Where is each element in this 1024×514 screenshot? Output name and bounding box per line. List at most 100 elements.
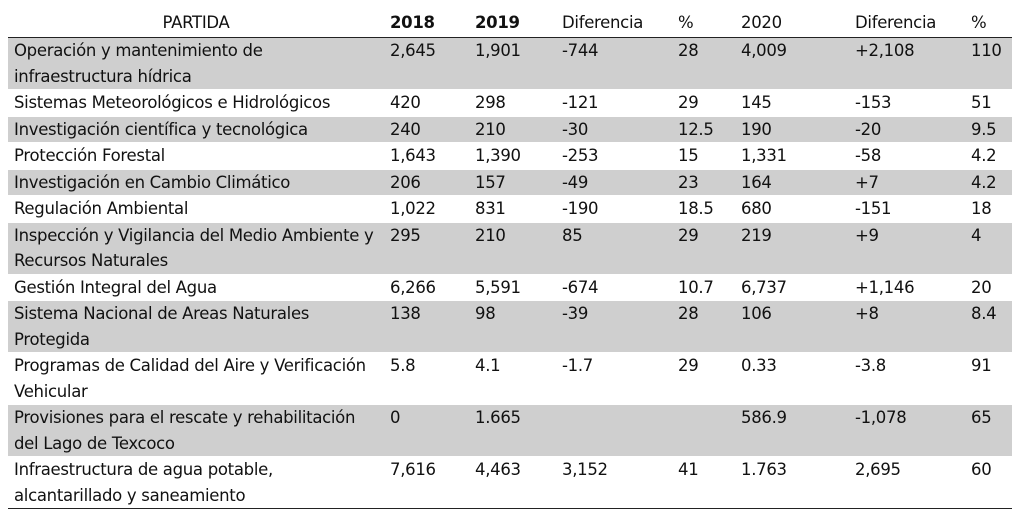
- cell-diferencia-1: -49: [556, 169, 672, 196]
- cell-diferencia-1: 85: [556, 222, 672, 275]
- cell-2018: 0: [384, 404, 469, 457]
- cell-2018: 1,022: [384, 195, 469, 223]
- cell-diferencia-2: +2,108: [849, 37, 965, 90]
- cell-diferencia-1: -1.7: [556, 352, 672, 405]
- cell-percent-2: 4: [965, 222, 1012, 275]
- cell-2019: 1,901: [469, 37, 556, 90]
- cell-percent-2: 60: [965, 456, 1012, 509]
- cell-diferencia-1: -253: [556, 142, 672, 170]
- budget-table-container: PARTIDA 2018 2019 Diferencia % 2020 Dife…: [8, 7, 1012, 509]
- cell-percent-1: 23: [672, 169, 735, 196]
- cell-diferencia-2: -3.8: [849, 352, 965, 405]
- table-row: Investigación científica y tecnológica 24…: [8, 116, 1012, 143]
- table-row: Gestión Integral del Agua 6,266 5,591 -674 1…: [8, 274, 1012, 301]
- cell-diferencia-1: -674: [556, 274, 672, 301]
- cell-2020: 1,331: [735, 142, 849, 170]
- cell-percent-1: 28: [672, 300, 735, 353]
- cell-2019: 1,390: [469, 142, 556, 170]
- cell-2019: 210: [469, 116, 556, 143]
- cell-partida: Sistemas Meteorológicos e Hidrológicos: [8, 89, 384, 117]
- cell-percent-1: 18.5: [672, 195, 735, 223]
- cell-2018: 1,643: [384, 142, 469, 170]
- cell-partida: Gestión Integral del Agua: [8, 274, 384, 301]
- cell-2018: 138: [384, 300, 469, 353]
- cell-2020: 680: [735, 195, 849, 223]
- cell-2018: 2,645: [384, 37, 469, 90]
- cell-diferencia-2: -20: [849, 116, 965, 143]
- cell-diferencia-1: -30: [556, 116, 672, 143]
- table-header: PARTIDA 2018 2019 Diferencia % 2020 Dife…: [8, 7, 1012, 38]
- cell-2019: 210: [469, 222, 556, 275]
- table-row: Protección Forestal 1,643 1,390 -253 15 1,331…: [8, 142, 1012, 170]
- header-diferencia-1: Diferencia: [556, 7, 672, 38]
- cell-2019: 5,591: [469, 274, 556, 301]
- table-row: Operación y mantenimiento de infraestruc…: [8, 37, 1012, 90]
- cell-partida: Programas de Calidad del Aire y Verifica…: [8, 352, 384, 405]
- cell-diferencia-2: +9: [849, 222, 965, 275]
- table-body: Operación y mantenimiento de infraestruc…: [8, 37, 1012, 509]
- cell-2020: 586.9: [735, 404, 849, 457]
- cell-2020: 190: [735, 116, 849, 143]
- cell-diferencia-2: -153: [849, 89, 965, 117]
- cell-percent-1: 12.5: [672, 116, 735, 143]
- cell-2020: 145: [735, 89, 849, 117]
- cell-percent-1: 28: [672, 37, 735, 90]
- table-row: Sistemas Meteorológicos e Hidrológicos 42…: [8, 89, 1012, 117]
- cell-2020: 4,009: [735, 37, 849, 90]
- cell-partida: Sistema Nacional de Areas Naturales Prot…: [8, 300, 384, 353]
- cell-percent-1: 41: [672, 456, 735, 509]
- cell-percent-1: 29: [672, 89, 735, 117]
- cell-diferencia-1: -121: [556, 89, 672, 117]
- cell-2018: 5.8: [384, 352, 469, 405]
- table-row: Programas de Calidad del Aire y Verifica…: [8, 352, 1012, 405]
- cell-diferencia-1: -190: [556, 195, 672, 223]
- cell-diferencia-2: 2,695: [849, 456, 965, 509]
- cell-2020: 106: [735, 300, 849, 353]
- table-row: Inspección y Vigilancia del Medio Ambien…: [8, 222, 1012, 275]
- cell-2020: 1.763: [735, 456, 849, 509]
- cell-percent-1: [672, 404, 735, 457]
- cell-diferencia-2: +1,146: [849, 274, 965, 301]
- cell-2018: 420: [384, 89, 469, 117]
- cell-partida: Regulación Ambiental: [8, 195, 384, 223]
- cell-partida: Investigación en Cambio Climático: [8, 169, 384, 196]
- cell-2018: 6,266: [384, 274, 469, 301]
- cell-2020: 0.33: [735, 352, 849, 405]
- cell-diferencia-1: -39: [556, 300, 672, 353]
- cell-2019: 4.1: [469, 352, 556, 405]
- budget-table: PARTIDA 2018 2019 Diferencia % 2020 Dife…: [8, 7, 1012, 509]
- cell-2019: 298: [469, 89, 556, 117]
- cell-partida: Provisiones para el rescate y rehabilita…: [8, 404, 384, 457]
- cell-percent-1: 29: [672, 352, 735, 405]
- cell-2019: 1.665: [469, 404, 556, 457]
- cell-diferencia-1: 3,152: [556, 456, 672, 509]
- cell-diferencia-2: -1,078: [849, 404, 965, 457]
- cell-2020: 219: [735, 222, 849, 275]
- cell-percent-2: 4.2: [965, 169, 1012, 196]
- cell-percent-2: 20: [965, 274, 1012, 301]
- cell-percent-2: 51: [965, 89, 1012, 117]
- cell-percent-2: 8.4: [965, 300, 1012, 353]
- table-row: Investigación en Cambio Climático 206 157-…: [8, 169, 1012, 196]
- cell-percent-2: 9.5: [965, 116, 1012, 143]
- header-2019: 2019: [469, 7, 556, 38]
- table-row: Infraestructura de agua potable, alcanta…: [8, 456, 1012, 509]
- cell-percent-1: 10.7: [672, 274, 735, 301]
- cell-percent-2: 4.2: [965, 142, 1012, 170]
- cell-percent-2: 110: [965, 37, 1012, 90]
- cell-2018: 295: [384, 222, 469, 275]
- cell-percent-1: 29: [672, 222, 735, 275]
- header-partida: PARTIDA: [8, 7, 384, 38]
- cell-diferencia-2: +7: [849, 169, 965, 196]
- table-row: Provisiones para el rescate y rehabilita…: [8, 404, 1012, 457]
- cell-partida: Inspección y Vigilancia del Medio Ambien…: [8, 222, 384, 275]
- cell-2020: 164: [735, 169, 849, 196]
- header-percent-1: %: [672, 7, 735, 38]
- cell-diferencia-1: -744: [556, 37, 672, 90]
- cell-diferencia-2: -151: [849, 195, 965, 223]
- cell-2019: 157: [469, 169, 556, 196]
- cell-partida: Infraestructura de agua potable, alcanta…: [8, 456, 384, 509]
- cell-2018: 206: [384, 169, 469, 196]
- header-diferencia-2: Diferencia: [849, 7, 965, 38]
- cell-partida: Operación y mantenimiento de infraestruc…: [8, 37, 384, 90]
